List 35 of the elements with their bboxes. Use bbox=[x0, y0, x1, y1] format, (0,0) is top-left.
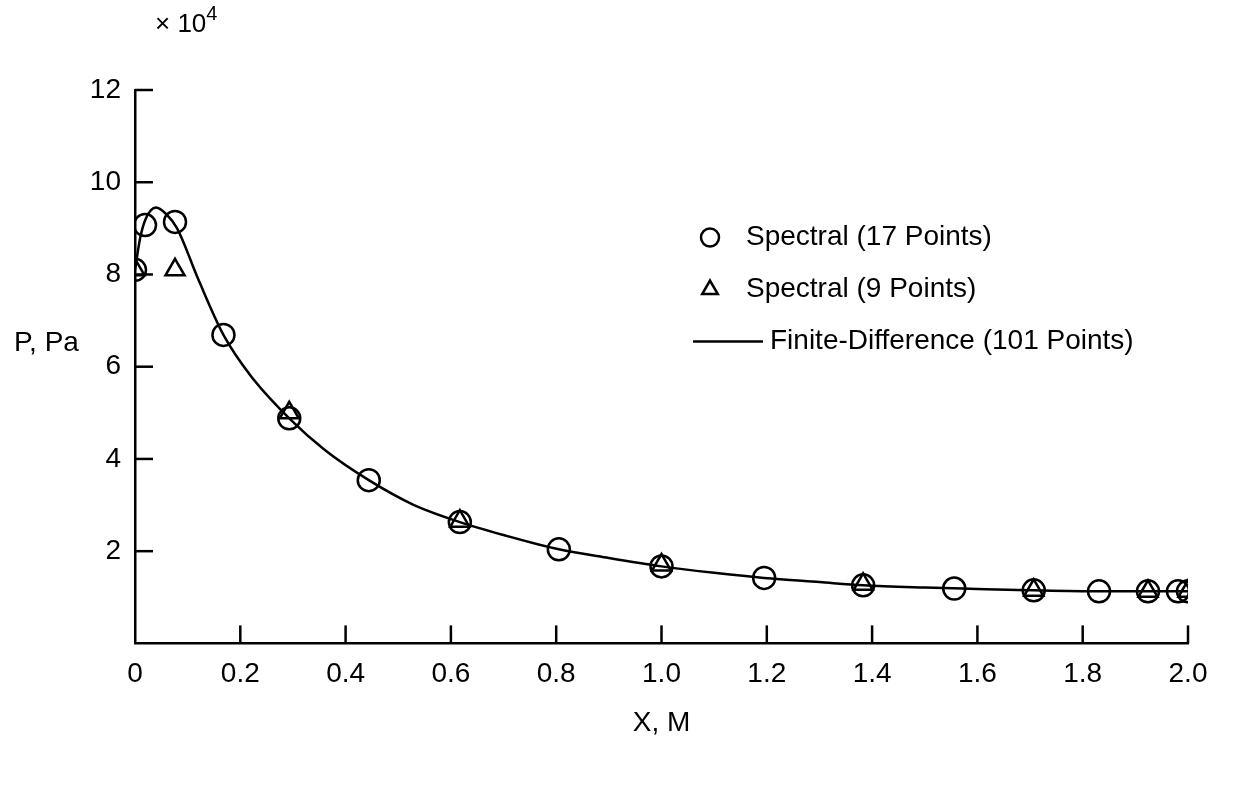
x-tick-label: 2.0 bbox=[1168, 656, 1208, 688]
point bbox=[1086, 579, 1112, 604]
x-axis-title: X, M bbox=[632, 706, 691, 738]
legend-label: Spectral (9 Points) bbox=[746, 272, 977, 304]
point bbox=[1021, 578, 1046, 603]
point bbox=[649, 554, 674, 579]
point bbox=[850, 573, 876, 598]
x-tick-label: 0 bbox=[127, 656, 143, 688]
x-tick-label: 0.6 bbox=[431, 656, 471, 688]
point bbox=[447, 509, 473, 535]
y-tick-label: 8 bbox=[105, 257, 121, 289]
x-tick-label: 1.0 bbox=[642, 656, 681, 688]
point bbox=[211, 322, 236, 348]
point bbox=[1135, 579, 1161, 604]
x-tick-label: 1.8 bbox=[1063, 656, 1103, 688]
legend-label: Finite-Difference (101 Points) bbox=[770, 324, 1134, 356]
x-tick-label: 0.4 bbox=[326, 656, 366, 688]
y-tick-label: 12 bbox=[89, 72, 121, 104]
point bbox=[162, 209, 188, 235]
y-tick-label: 10 bbox=[89, 164, 121, 196]
point bbox=[546, 537, 572, 562]
x-tick-label: 1.6 bbox=[957, 656, 997, 688]
y-tick-label: 4 bbox=[105, 441, 121, 473]
x-tick-label: 1.2 bbox=[747, 656, 787, 688]
point bbox=[941, 576, 967, 601]
y-tick-label: 2 bbox=[105, 533, 121, 565]
point bbox=[356, 467, 382, 493]
point bbox=[277, 406, 302, 431]
x-tick-label: 0.2 bbox=[220, 656, 260, 688]
x-tick-label: 0.8 bbox=[536, 656, 576, 688]
y-axis-title: P, Pa bbox=[14, 326, 80, 358]
x-tick-label: 1.4 bbox=[852, 656, 892, 688]
y-tick-label: 6 bbox=[105, 349, 121, 381]
point bbox=[751, 565, 777, 591]
legend-label: Spectral (17 Points) bbox=[746, 220, 992, 252]
